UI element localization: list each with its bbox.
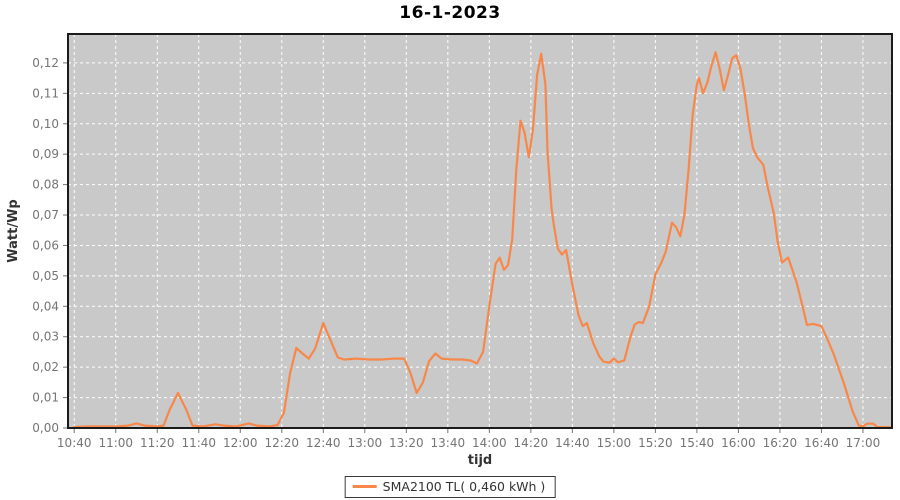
svg-text:15:00: 15:00 [597,436,632,450]
svg-text:13:40: 13:40 [431,436,466,450]
svg-text:0,12: 0,12 [32,56,59,70]
svg-text:0,01: 0,01 [32,391,59,405]
svg-text:12:40: 12:40 [306,436,341,450]
svg-text:14:20: 14:20 [514,436,549,450]
y-tick-labels: 0,00 0,01 0,02 0,03 0,04 0,05 0,06 0,07 0,08 0,09… [32,56,59,435]
svg-text:0,09: 0,09 [32,147,59,161]
svg-text:0,00: 0,00 [32,421,59,435]
tick-marks [63,62,864,433]
series-line [73,51,892,429]
svg-text:11:40: 11:40 [181,436,216,450]
legend-line-swatch [352,485,377,488]
svg-text:15:40: 15:40 [680,436,715,450]
x-axis-label: tijd [468,453,492,468]
y-axis-label: Watt/Wp [6,199,21,262]
svg-text:16:20: 16:20 [763,436,798,450]
svg-text:16:40: 16:40 [804,436,839,450]
svg-text:0,07: 0,07 [32,208,59,222]
svg-text:10:40: 10:40 [57,436,92,450]
plot-area [68,34,892,428]
chart-legend: SMA2100 TL( 0,460 kWh ) [344,476,556,498]
svg-text:11:00: 11:00 [98,436,133,450]
plot-border [67,33,893,429]
chart-title: 16-1-2023 [399,3,501,23]
svg-text:15:20: 15:20 [638,436,673,450]
svg-text:13:20: 13:20 [389,436,424,450]
svg-text:0,04: 0,04 [32,299,59,313]
svg-text:16:00: 16:00 [721,436,756,450]
svg-text:0,05: 0,05 [32,269,59,283]
svg-text:12:00: 12:00 [223,436,258,450]
svg-text:11:20: 11:20 [140,436,175,450]
svg-text:0,11: 0,11 [32,86,59,100]
x-tick-labels: 10:40 11:00 11:20 11:40 12:00 12:20 12:40 13:00… [57,436,880,450]
svg-text:14:40: 14:40 [555,436,590,450]
svg-text:0,08: 0,08 [32,178,59,192]
svg-text:12:20: 12:20 [264,436,299,450]
svg-text:14:00: 14:00 [472,436,507,450]
svg-text:13:00: 13:00 [348,436,383,450]
svg-text:17:00: 17:00 [846,436,881,450]
svg-text:0,06: 0,06 [32,238,59,252]
svg-text:0,03: 0,03 [32,330,59,344]
legend-label: SMA2100 TL( 0,460 kWh ) [382,479,546,494]
svg-text:0,10: 0,10 [32,117,59,131]
svg-text:0,02: 0,02 [32,360,59,374]
